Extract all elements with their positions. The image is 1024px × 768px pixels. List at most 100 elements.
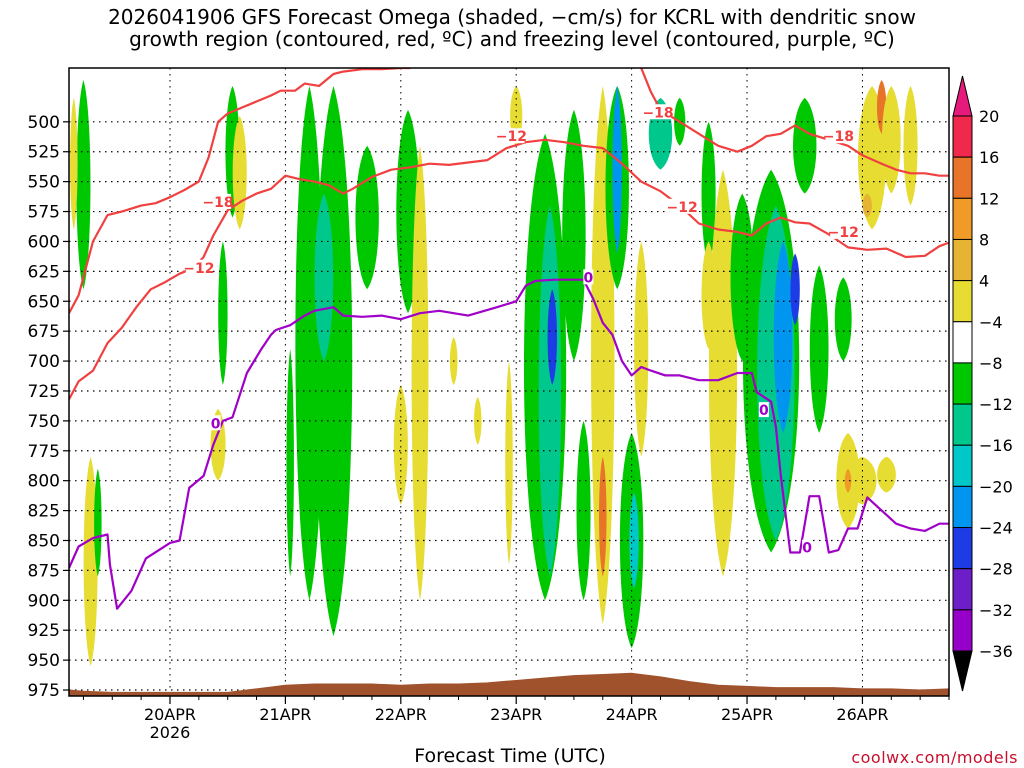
colorbar-box-7 [952, 403, 973, 446]
y-tick-label-525: 525 [28, 143, 60, 163]
omega-shading [70, 79, 918, 667]
omega-shade-26 [599, 456, 607, 577]
contour-line-3 [640, 68, 949, 177]
omega-shade-9 [295, 85, 324, 601]
x-tick-label-21APR: 21APR [259, 705, 311, 724]
y-tick-label-900: 900 [28, 591, 60, 611]
contour-line-0 [69, 278, 949, 610]
contour-label-bg-0-2 [758, 402, 769, 418]
x-tick-label-23APR: 23APR [490, 705, 542, 724]
x-tick-label-22APR: 22APR [375, 705, 427, 724]
colorbar-box-1 [952, 156, 973, 199]
colorbar-box-6 [952, 362, 973, 405]
y-tick-label-925: 925 [28, 621, 60, 641]
contour-label-bg-0-0 [210, 415, 221, 431]
y-tick-label-850: 850 [28, 531, 60, 551]
colorbar-box-0 [952, 115, 973, 158]
terrain-fill [69, 672, 949, 696]
contour-label-0-1: 0 [583, 270, 593, 286]
contour-label-1-1: −12 [496, 129, 527, 145]
colorbar-label-4: 4 [979, 272, 989, 291]
y-tick-label-775: 775 [28, 442, 60, 462]
colorbar-label-11: −28 [979, 560, 1013, 579]
omega-shade-19 [505, 361, 513, 565]
omega-shade-31 [634, 241, 649, 457]
colorbar-label-6: −8 [979, 354, 1003, 373]
omega-shade-0 [76, 79, 91, 290]
omega-shade-8 [286, 349, 294, 577]
y-tick-label-750: 750 [28, 412, 60, 432]
omega-shade-40 [773, 241, 793, 433]
y-axis: 500 525 550 575 600 625 650 675 700 725 750 775 800 8… [28, 113, 69, 701]
y-tick-label-500: 500 [28, 113, 60, 133]
colorbar-label-2: 12 [979, 189, 999, 208]
colorbar-box-2 [952, 197, 973, 240]
omega-shade-14 [411, 145, 429, 601]
contour-label-1-2: −12 [667, 200, 698, 216]
omega-shade-12 [355, 145, 379, 290]
colorbar-label-1: 16 [979, 148, 999, 167]
omega-shade-2 [83, 456, 98, 667]
x-tick-label-24APR: 24APR [606, 705, 658, 724]
y-tick-label-700: 700 [28, 352, 60, 372]
omega-shade-1 [70, 97, 78, 230]
colorbar-box-3 [952, 238, 973, 282]
colorbar-under-triangle [952, 650, 973, 692]
contour-label-bg-3-0 [645, 104, 672, 120]
y-tick-label-650: 650 [28, 292, 60, 312]
colorbar: 20 16 12 8 4 −4 −8 −12 −16 −20 −24 −28 −32 −36 [952, 75, 1013, 692]
x-axis-title: Forecast Time (UTC) [414, 745, 606, 767]
contour-label-2-0: −18 [202, 195, 233, 211]
colorbar-box-12 [952, 609, 973, 652]
colorbar-box-11 [952, 568, 973, 611]
contour-label-0-2: 0 [759, 403, 769, 419]
contour-label-0-0: 0 [211, 416, 221, 432]
y-tick-label-725: 725 [28, 382, 60, 402]
omega-shade-36 [701, 241, 716, 350]
colorbar-box-4 [952, 280, 973, 323]
colorbar-label-7: −12 [979, 395, 1013, 414]
y-tick-label-550: 550 [28, 173, 60, 193]
colorbar-box-10 [952, 527, 973, 570]
plot-frame [68, 67, 950, 697]
colorbar-label-10: −24 [979, 519, 1013, 538]
y-tick-label-625: 625 [28, 262, 60, 282]
omega-shade-42 [793, 97, 817, 194]
chart-title: 2026041906 GFS Forecast Omega (shaded, −… [0, 6, 1024, 50]
contour-label-bg-1-0 [185, 259, 212, 275]
contour-label-1-0: −12 [183, 261, 214, 277]
y-tick-label-825: 825 [28, 502, 60, 522]
y-tick-label-575: 575 [28, 203, 60, 223]
colorbar-label-0: 20 [979, 107, 999, 126]
omega-shade-47 [862, 193, 872, 218]
omega-shade-52 [844, 468, 852, 493]
colorbar-box-9 [952, 485, 973, 529]
contour-label-bg-1-1 [498, 128, 525, 144]
omega-shade-53 [903, 85, 918, 206]
y-tick-label-875: 875 [28, 561, 60, 581]
colorbar-box-8 [952, 444, 973, 487]
contour-label-bg-1-2 [669, 198, 696, 214]
chart-title-line-2: growth region (contoured, red, ºC) and f… [129, 27, 895, 51]
x-tick-label-20APR: 20APR [144, 705, 196, 724]
omega-shade-5 [218, 241, 228, 385]
contour-label-bg-2-0 [205, 193, 232, 209]
x-tick-label-25APR: 25APR [721, 705, 773, 724]
contour-label-3-0: −18 [642, 105, 673, 121]
terrain [69, 672, 949, 696]
x-tick-label-26APR: 26APR [836, 705, 888, 724]
credit-text: coolwx.com/models [851, 748, 1018, 767]
omega-shade-28 [612, 85, 622, 254]
contour-label-bg-1-3 [830, 223, 857, 239]
chart-title-line-1: 2026041906 GFS Forecast Omega (shaded, −… [108, 5, 916, 29]
colorbar-label-12: −32 [979, 601, 1013, 620]
colorbar-label-5: −4 [979, 313, 1003, 332]
colorbar-label-8: −16 [979, 436, 1013, 455]
colorbar-label-13: −36 [979, 642, 1013, 661]
contour-label-bg-0-1 [583, 269, 594, 285]
y-tick-label-950: 950 [28, 651, 60, 671]
omega-shade-34 [701, 121, 716, 266]
colorbar-label-9: −20 [979, 477, 1013, 496]
